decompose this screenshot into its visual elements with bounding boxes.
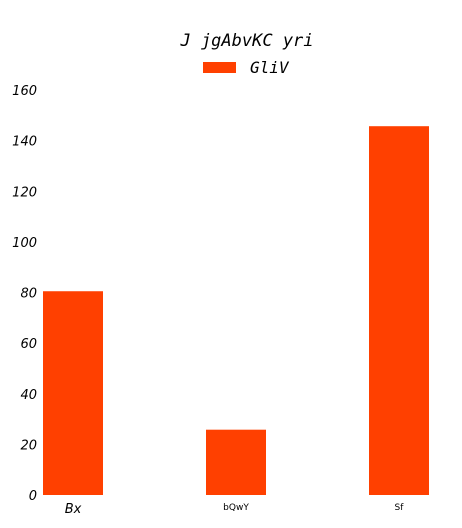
bar-Sf	[369, 126, 429, 496]
bar-bQwY	[206, 429, 266, 495]
y-tick-label: 140	[12, 135, 37, 150]
y-tick-label: 160	[12, 84, 37, 99]
legend-swatch	[203, 62, 236, 73]
y-tick-label: 0	[29, 489, 37, 504]
y-axis: 0 20 40 60 80 100 120 140 160	[12, 84, 37, 504]
x-tick-label: bQwY	[223, 503, 249, 513]
legend-label: GliV	[250, 58, 290, 77]
bars	[43, 126, 429, 496]
legend: GliV	[203, 58, 290, 77]
x-axis: Bx bQwY Sf	[65, 502, 405, 517]
x-tick-label: Bx	[65, 502, 82, 517]
chart-title: J jgAbvKC yri	[179, 31, 313, 51]
y-tick-label: 20	[20, 438, 37, 453]
y-tick-label: 80	[20, 287, 37, 302]
bar-Bx	[43, 291, 103, 495]
x-tick-label: Sf	[395, 503, 405, 513]
y-tick-label: 40	[20, 388, 37, 403]
y-tick-label: 120	[12, 185, 37, 200]
y-tick-label: 60	[20, 337, 37, 352]
y-tick-label: 100	[12, 236, 37, 251]
